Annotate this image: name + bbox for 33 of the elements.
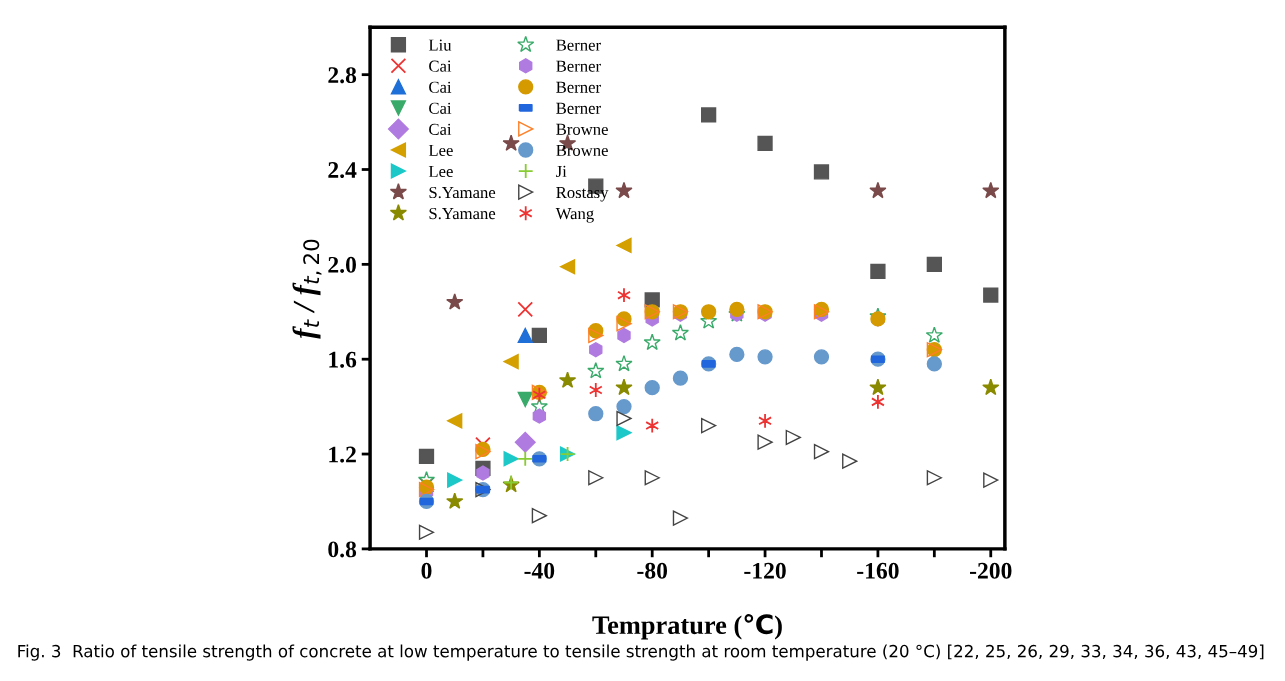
- x-axis-title: Temprature (℃): [592, 614, 782, 640]
- legend-label: Berner: [556, 81, 601, 93]
- legend-label: Lee: [428, 144, 453, 156]
- legend-label: Rostasy: [556, 187, 609, 202]
- legend-label: Berner: [556, 39, 601, 51]
- x-tick-label: 0: [421, 562, 432, 579]
- y-tick-label: 1.6: [329, 351, 357, 368]
- x-tick-label: -40: [524, 562, 555, 579]
- legend-label: Browne: [556, 123, 608, 135]
- legend-label: Berner: [556, 60, 601, 72]
- legend-label: Lee: [428, 165, 453, 178]
- legend-label: Cai: [429, 102, 452, 114]
- y-axis-title: f$_{t}$ / f$_{t,20}$: [292, 239, 322, 339]
- caption: Fig. 3 Ratio of tensile strength of concrete at low temperature to tensile strength at room temperature (20 °C) [22, 25, 26, 29, 33, 34, 36, 43, 45–49]: [18, 644, 1264, 661]
- legend-label: Wang: [555, 208, 594, 223]
- legend-label: Berner: [556, 102, 601, 114]
- x-tick-label: -160: [857, 562, 899, 579]
- x-tick-label: -120: [744, 562, 786, 579]
- x-tick-label: -80: [637, 562, 668, 579]
- legend-label: Browne: [556, 144, 608, 156]
- legend-label: Cai: [429, 123, 452, 135]
- y-tick-label: 2.0: [328, 256, 356, 273]
- legend-label: Ji: [556, 165, 567, 178]
- y-tick-label: 2.8: [328, 67, 357, 84]
- x-tick-label: -200: [969, 562, 1012, 579]
- legend-label: Cai: [429, 81, 452, 93]
- legend-label: S.Yamane: [429, 186, 496, 199]
- legend-label: S.Yamane: [429, 207, 496, 220]
- legend-label: Liu: [428, 39, 452, 51]
- y-tick-label: 2.4: [328, 162, 357, 179]
- legend-label: Cai: [429, 60, 452, 72]
- y-tick-label: 1.2: [329, 446, 356, 463]
- y-tick-label: 0.8: [328, 541, 357, 558]
